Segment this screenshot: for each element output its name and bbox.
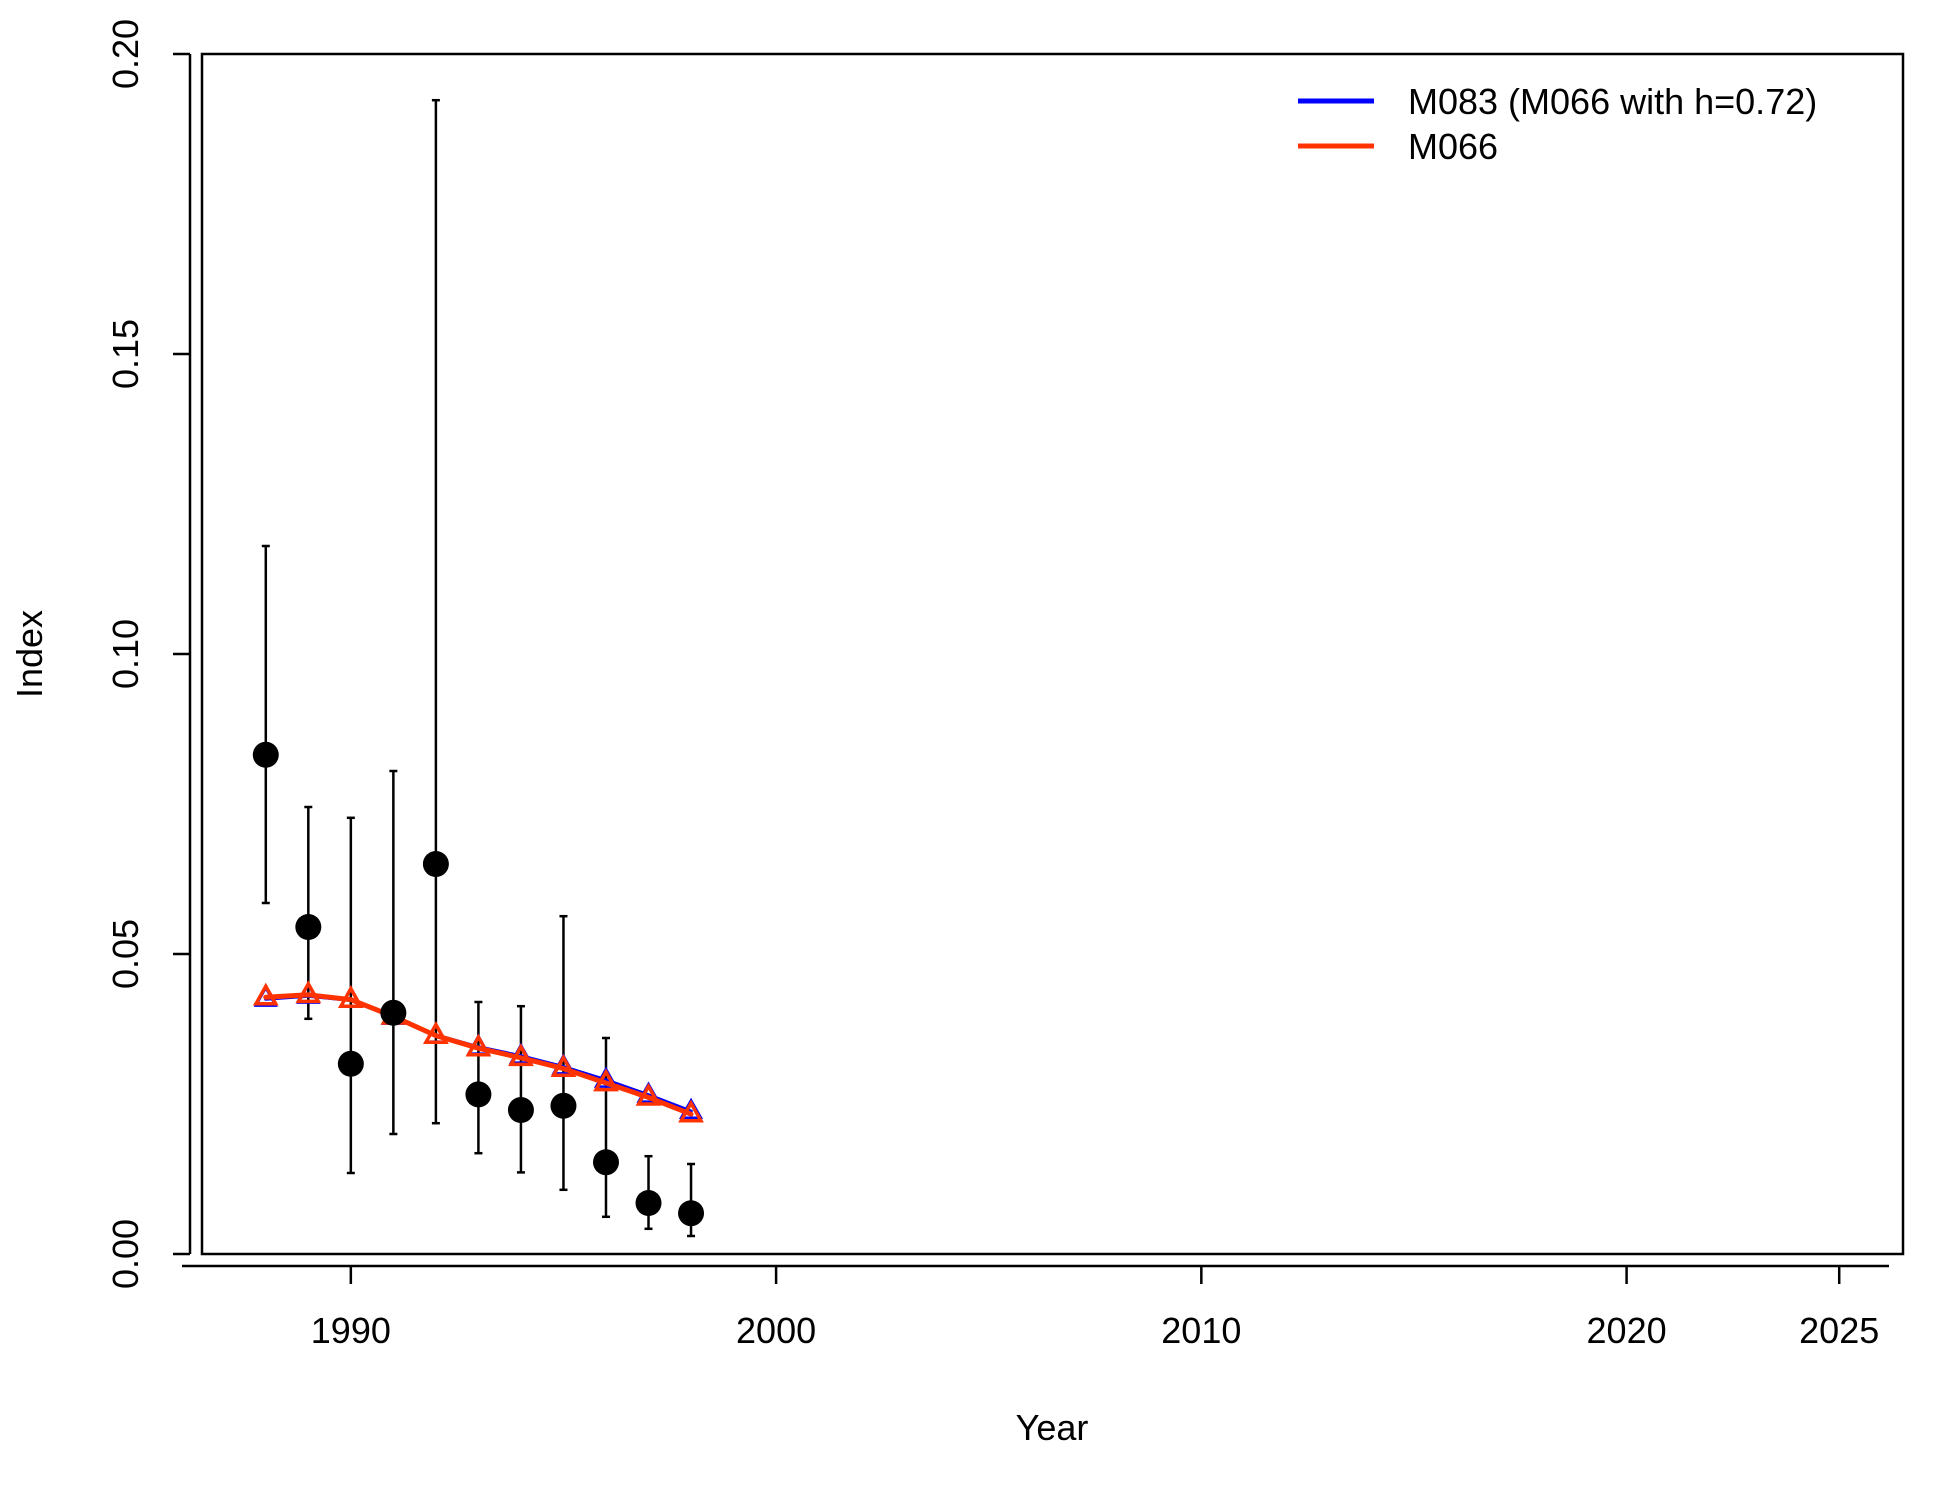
- series-marker-m066: [593, 1068, 619, 1092]
- observed-points: [252, 741, 705, 1227]
- series-marker-m066: [550, 1054, 577, 1077]
- y-tick-label: 0.00: [105, 1219, 146, 1289]
- x-tick-label: 2025: [1799, 1310, 1879, 1351]
- y-tick-label: 0.15: [105, 319, 146, 389]
- series-marker-m066: [337, 985, 364, 1008]
- legend-label-m066: M066: [1408, 126, 1498, 167]
- observed-point: [380, 999, 407, 1026]
- observed-point: [422, 851, 449, 877]
- x-axis: 1990 2000 2010 2020 2025: [182, 1264, 1889, 1351]
- legend: M083 (M066 with h=0.72) M066: [1298, 81, 1817, 167]
- observed-point: [507, 1097, 534, 1123]
- series-line-m066: [263, 992, 694, 1117]
- y-tick-label: 0.10: [105, 619, 146, 689]
- series-marker-m066: [295, 980, 322, 1004]
- x-tick-label: 2000: [736, 1310, 816, 1351]
- y-tick-label: 0.05: [105, 919, 146, 989]
- observed-point: [678, 1200, 705, 1227]
- x-tick-label: 2010: [1161, 1310, 1241, 1351]
- error-bars: [261, 98, 696, 1238]
- series-marker-m066: [635, 1082, 662, 1106]
- plot-frame: [200, 52, 1905, 1256]
- x-tick-label: 1990: [311, 1310, 391, 1351]
- series-marker-m066: [252, 982, 279, 1006]
- legend-label-m083: M083 (M066 with h=0.72): [1408, 81, 1817, 122]
- observed-point: [635, 1190, 662, 1216]
- observed-point: [295, 914, 322, 940]
- y-tick-label: 0.20: [105, 19, 146, 89]
- series-marker-m066: [508, 1043, 534, 1067]
- series-marker-m066: [465, 1033, 492, 1057]
- observed-point: [465, 1081, 492, 1108]
- observed-point: [592, 1149, 619, 1176]
- x-tick-label: 2020: [1587, 1310, 1667, 1351]
- observed-point: [337, 1050, 364, 1077]
- y-axis-label: Index: [9, 610, 50, 698]
- x-axis-label: Year: [1016, 1407, 1089, 1448]
- observed-point: [550, 1092, 577, 1119]
- y-axis: 0.00 0.05 0.10 0.15 0.20: [105, 19, 192, 1289]
- series-marker-m066: [422, 1021, 449, 1044]
- series-lines: [252, 980, 704, 1123]
- observed-point: [252, 741, 279, 768]
- series-marker-m066: [678, 1099, 704, 1123]
